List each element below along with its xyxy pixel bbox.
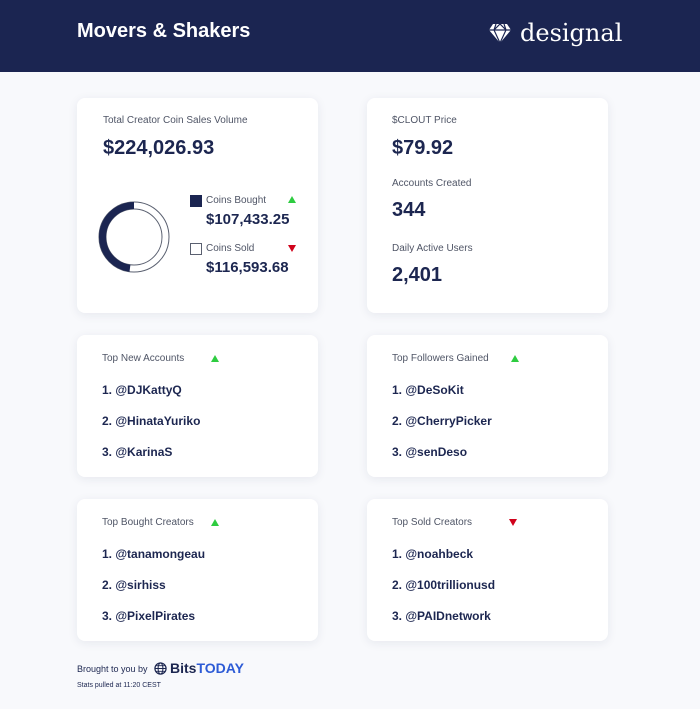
stats-pulled-time: Stats pulled at 11:20 CEST [77, 682, 161, 689]
bits-word: Bits [170, 660, 197, 676]
top-new-accounts-up-icon [211, 355, 219, 362]
coins-bought-label: Coins Bought [206, 195, 267, 206]
top-new-accounts-card [77, 335, 318, 477]
daily-active-users-label: Daily Active Users [392, 243, 473, 254]
coins-donut-chart [98, 201, 170, 273]
list-item: 3. @PAIDnetwork [392, 609, 491, 623]
today-word: TODAY [196, 660, 244, 676]
top-sold-creators-card [367, 499, 608, 641]
bitstoday-logo: Bits TODAY [154, 660, 244, 676]
clout-price-value: $79.92 [392, 137, 454, 159]
coins-bought-value: $107,433.25 [206, 211, 290, 228]
coins-bought-up-icon [288, 196, 296, 203]
top-new-accounts-title: Top New Accounts [102, 353, 185, 364]
footer-brought-by: Brought to you by [77, 664, 148, 674]
stats-card [367, 98, 608, 313]
list-item: 1. @noahbeck [392, 547, 474, 561]
list-item: 3. @KarinaS [102, 445, 173, 459]
accounts-created-label: Accounts Created [392, 178, 472, 189]
coins-sold-swatch [190, 243, 202, 255]
top-bought-creators-card [77, 499, 318, 641]
top-sold-creators-down-icon [509, 519, 517, 526]
top-bought-creators-title: Top Bought Creators [102, 517, 194, 528]
sales-volume-label: Total Creator Coin Sales Volume [103, 115, 248, 126]
top-followers-card [367, 335, 608, 477]
sales-volume-value: $224,026.93 [103, 137, 215, 159]
top-followers-up-icon [511, 355, 519, 362]
accounts-created-value: 344 [392, 199, 426, 221]
top-bought-creators-up-icon [211, 519, 219, 526]
clout-price-label: $CLOUT Price [392, 115, 457, 126]
daily-active-users-value: 2,401 [392, 264, 443, 286]
list-item: 2. @CherryPicker [392, 414, 492, 428]
list-item: 2. @100trillionusd [392, 578, 496, 592]
diamond-icon [489, 23, 511, 45]
coins-sold-value: $116,593.68 [206, 259, 289, 276]
donut-bought-segment [98, 202, 134, 272]
list-item: 2. @HinataYuriko [102, 414, 201, 428]
header-bar: Movers & Shakers designal [0, 0, 700, 72]
coins-bought-swatch [190, 195, 202, 207]
list-item: 1. @DJKattyQ [102, 383, 182, 397]
page-title: Movers & Shakers [77, 20, 251, 42]
list-item: 1. @DeSoKit [392, 383, 464, 397]
list-item: 3. @senDeso [392, 445, 468, 459]
coins-sold-down-icon [288, 245, 296, 252]
brand-logo: designal [488, 17, 622, 49]
list-item: 2. @sirhiss [102, 578, 166, 592]
top-sold-creators-title: Top Sold Creators [392, 517, 473, 528]
donut-inner-edge [105, 208, 163, 266]
list-item: 1. @tanamongeau [102, 547, 206, 561]
brand-name: designal [520, 19, 623, 47]
top-followers-title: Top Followers Gained [392, 353, 489, 364]
coins-sold-label: Coins Sold [206, 243, 255, 254]
globe-icon [154, 661, 167, 675]
list-item: 3. @PixelPirates [102, 609, 196, 623]
